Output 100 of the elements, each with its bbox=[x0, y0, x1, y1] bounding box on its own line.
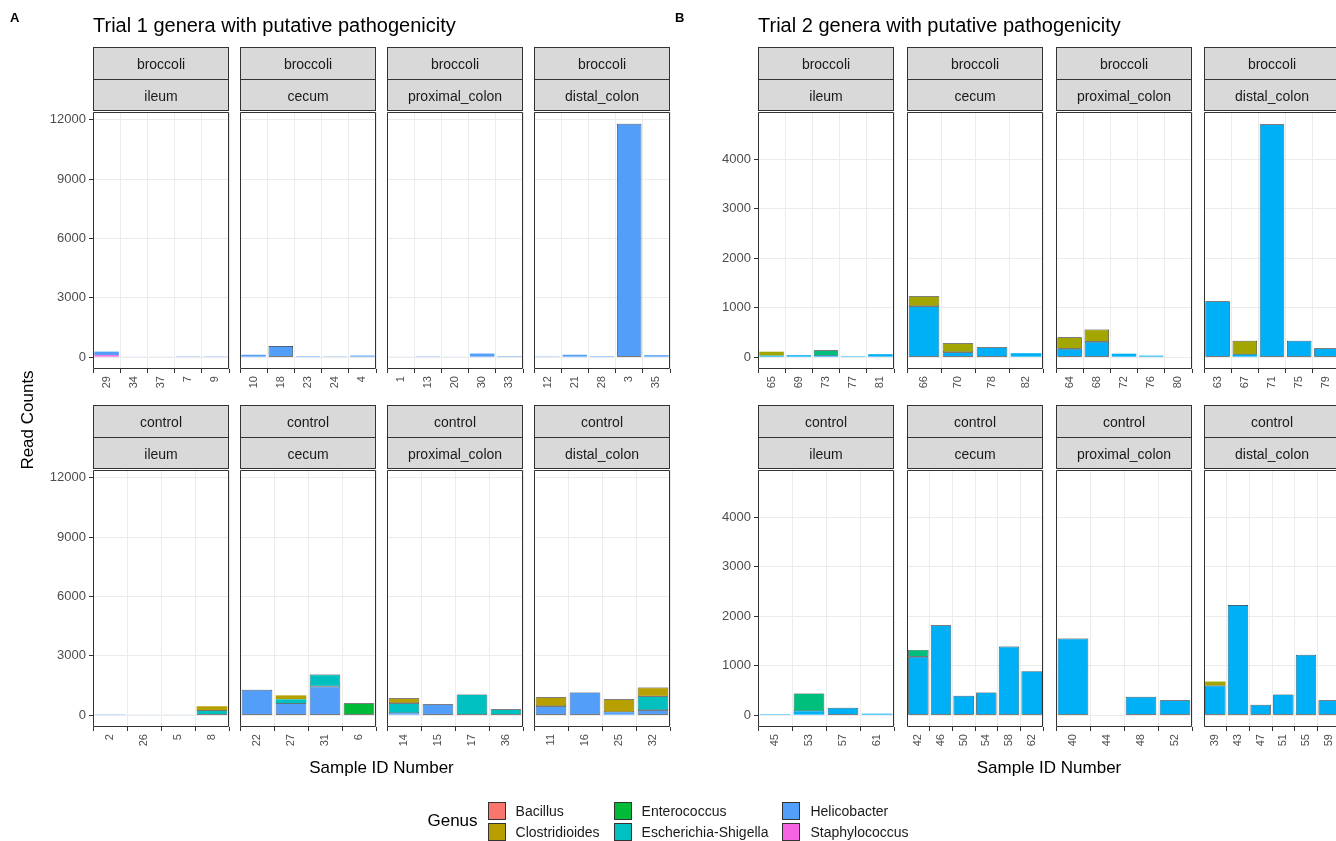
x-tick-label: 50 bbox=[956, 734, 969, 747]
x-tick-label: 78 bbox=[985, 376, 998, 389]
y-tick-label: 4000 bbox=[722, 509, 751, 525]
x-tick-label: 54 bbox=[979, 734, 992, 747]
x-tick-label: 21 bbox=[567, 376, 580, 389]
x-tick-label: 44 bbox=[1100, 734, 1113, 747]
x-tick-label: 37 bbox=[154, 376, 167, 389]
chart-subtitle: cecum bbox=[907, 437, 1043, 469]
y-tick-label: 9000 bbox=[57, 528, 86, 544]
text: A bbox=[10, 10, 20, 25]
x-tick-label: 28 bbox=[595, 376, 608, 389]
chart-subtitle: ileum bbox=[758, 437, 894, 469]
x-tick-label: 4 bbox=[355, 376, 368, 383]
x-tick-label: 61 bbox=[870, 734, 883, 747]
x-tick-label: 58 bbox=[1002, 734, 1015, 747]
chart-title: control bbox=[1056, 405, 1192, 437]
x-tick-label: 12 bbox=[540, 376, 553, 389]
x-tick-label: 2 bbox=[103, 734, 116, 741]
x-tick-label: 73 bbox=[819, 376, 832, 389]
legend-label: Clostridioides bbox=[515, 823, 600, 840]
x-tick-label: 18 bbox=[273, 376, 286, 389]
y-tick-label: 4000 bbox=[722, 151, 751, 167]
x-tick-label: 11 bbox=[544, 734, 557, 746]
chart-subtitle: cecum bbox=[907, 79, 1043, 111]
x-tick-label: 59 bbox=[1321, 734, 1334, 747]
x-tick-label: 39 bbox=[1208, 734, 1221, 747]
x-tick-label: 70 bbox=[951, 376, 964, 389]
x-tick-label: 63 bbox=[1210, 376, 1223, 389]
x-tick-label: 66 bbox=[917, 376, 930, 389]
chart-title: control bbox=[240, 405, 376, 437]
chart-subtitle: proximal_colon bbox=[1056, 437, 1192, 469]
chart-title: control bbox=[758, 405, 894, 437]
chart-subtitle: proximal_colon bbox=[387, 437, 523, 469]
x-tick-label: 27 bbox=[284, 734, 297, 747]
x-tick-label: 65 bbox=[764, 376, 777, 389]
x-tick-label: 9 bbox=[208, 376, 221, 383]
y-axis-title: Read Counts bbox=[18, 370, 38, 470]
chart-subtitle: distal_colon bbox=[1204, 79, 1336, 111]
chart-title: control bbox=[907, 405, 1043, 437]
x-tick-label: 20 bbox=[448, 376, 461, 389]
legend-label: Bacillus bbox=[515, 802, 564, 819]
x-tick-label: 22 bbox=[250, 734, 263, 747]
x-tick-label: 6 bbox=[352, 734, 365, 741]
y-tick-label: 12000 bbox=[49, 469, 86, 485]
legend-label: Helicobacter bbox=[810, 802, 889, 819]
x-tick-label: 7 bbox=[181, 376, 194, 383]
x-tick-label: 13 bbox=[420, 376, 433, 389]
chart-title: broccoli bbox=[387, 47, 523, 79]
x-tick-label: 8 bbox=[205, 734, 218, 741]
x-tick-label: 24 bbox=[328, 376, 341, 389]
x-tick-label: 76 bbox=[1144, 376, 1157, 389]
chart-title: broccoli bbox=[93, 47, 229, 79]
y-tick-label: 12000 bbox=[49, 111, 86, 127]
x-tick-label: 26 bbox=[137, 734, 150, 747]
y-tick-label: 3000 bbox=[722, 200, 751, 216]
x-tick-label: 77 bbox=[846, 376, 859, 389]
x-tick-label: 82 bbox=[1019, 376, 1032, 389]
x-tick-label: 1 bbox=[393, 376, 406, 383]
x-tick-label: 35 bbox=[649, 376, 662, 389]
y-tick-label: 0 bbox=[78, 706, 86, 722]
x-tick-label: 51 bbox=[1276, 734, 1289, 747]
y-tick-label: 1000 bbox=[722, 299, 751, 315]
legend-label: Staphylococcus bbox=[810, 823, 909, 840]
x-tick-label: 53 bbox=[802, 734, 815, 747]
x-tick-label: 10 bbox=[246, 376, 259, 389]
y-tick-label: 3000 bbox=[722, 558, 751, 574]
x-tick-label: 33 bbox=[502, 376, 515, 389]
x-tick-label: 17 bbox=[465, 734, 478, 747]
text: Trial 2 genera with putative pathogenicity bbox=[758, 14, 1121, 37]
x-tick-label: 32 bbox=[646, 734, 659, 747]
x-axis-title: Sample ID Number bbox=[976, 758, 1122, 778]
x-tick-label: 14 bbox=[397, 734, 410, 747]
chart-subtitle: ileum bbox=[93, 437, 229, 469]
chart-subtitle: distal_colon bbox=[534, 437, 670, 469]
x-tick-label: 31 bbox=[318, 734, 331, 747]
legend-label: Enterococcus bbox=[641, 802, 727, 819]
x-tick-label: 55 bbox=[1299, 734, 1312, 747]
legend-title: Genus bbox=[427, 811, 478, 831]
x-tick-label: 64 bbox=[1062, 376, 1075, 389]
bar bbox=[1010, 353, 1042, 357]
legend-label: Escherichia-Shigella bbox=[641, 823, 769, 840]
chart-subtitle: proximal_colon bbox=[1056, 79, 1192, 111]
x-tick-label: 67 bbox=[1237, 376, 1250, 389]
x-tick-label: 62 bbox=[1024, 734, 1037, 747]
x-tick-label: 72 bbox=[1117, 376, 1130, 389]
x-tick-label: 15 bbox=[431, 734, 444, 747]
text: Trial 1 genera with putative pathogenicity bbox=[93, 14, 456, 37]
y-tick-label: 6000 bbox=[57, 230, 86, 246]
x-tick-label: 5 bbox=[171, 734, 184, 741]
chart-title: broccoli bbox=[534, 47, 670, 79]
chart-title: broccoli bbox=[758, 47, 894, 79]
bar bbox=[603, 712, 635, 715]
y-tick-label: 1000 bbox=[722, 657, 751, 673]
x-tick-label: 81 bbox=[873, 376, 886, 389]
x-tick-label: 75 bbox=[1292, 376, 1305, 389]
y-tick-label: 2000 bbox=[722, 607, 751, 623]
bar bbox=[275, 699, 307, 704]
x-tick-label: 42 bbox=[911, 734, 924, 747]
x-tick-label: 57 bbox=[836, 734, 849, 747]
chart-title: broccoli bbox=[1204, 47, 1336, 79]
